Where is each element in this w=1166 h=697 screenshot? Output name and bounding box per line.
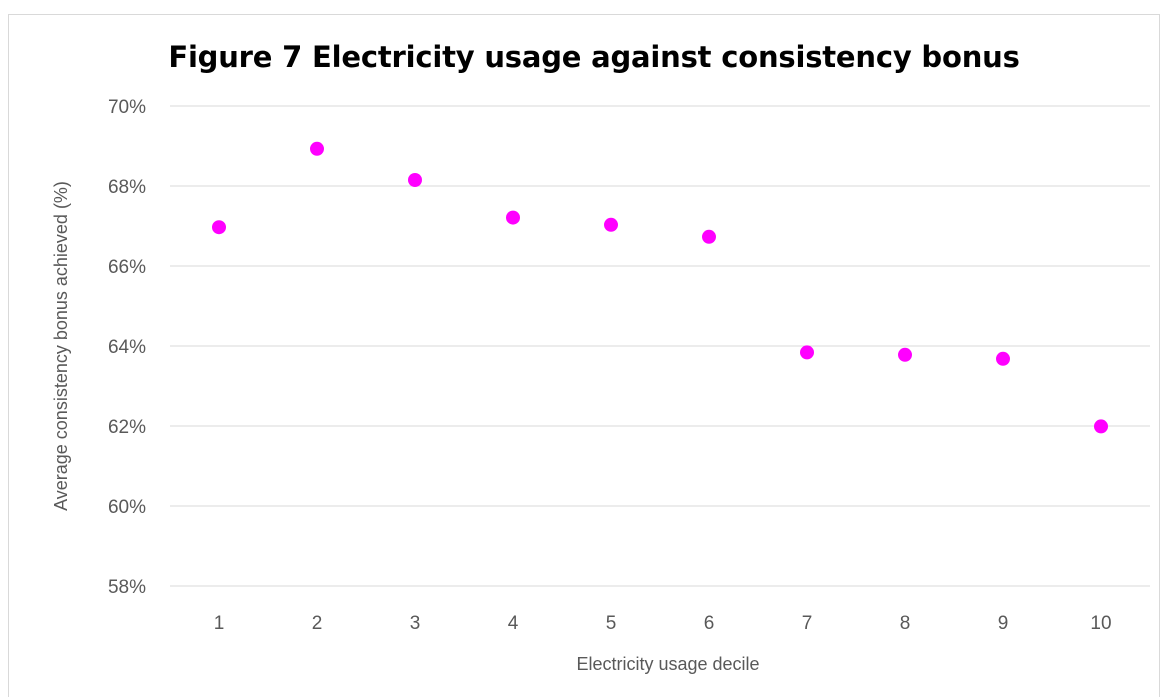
data-point — [1094, 419, 1108, 434]
x-tick-label: 1 — [214, 613, 225, 634]
x-tick-label: 7 — [802, 613, 813, 634]
y-tick-label: 66% — [108, 257, 146, 278]
y-axis-ticks: 58% 60% 62% 64% 66% 68% 70% — [108, 97, 146, 598]
x-tick-label: 4 — [508, 613, 519, 634]
data-point — [996, 351, 1010, 366]
x-tick-label: 6 — [704, 613, 715, 634]
y-tick-label: 68% — [108, 177, 146, 198]
data-points — [212, 141, 1108, 434]
data-point — [408, 173, 422, 187]
y-axis-title: Average consistency bonus achieved (%) — [51, 181, 71, 511]
chart-title: Figure 7 Electricity usage against consi… — [168, 40, 1020, 74]
x-tick-label: 3 — [410, 613, 421, 634]
data-point — [898, 347, 912, 362]
y-tick-label: 58% — [108, 577, 146, 598]
y-tick-label: 60% — [108, 497, 146, 518]
data-point — [604, 217, 618, 232]
x-tick-label: 9 — [998, 613, 1009, 634]
y-tick-label: 62% — [108, 417, 146, 438]
data-point — [506, 210, 520, 225]
x-tick-label: 10 — [1090, 613, 1111, 634]
x-tick-label: 8 — [900, 613, 911, 634]
data-point — [800, 345, 814, 360]
data-point — [212, 220, 226, 235]
x-tick-label: 5 — [606, 613, 617, 634]
data-point — [702, 229, 716, 244]
chart-frame — [8, 14, 1160, 697]
x-tick-label: 2 — [312, 613, 323, 634]
gridlines — [170, 105, 1150, 587]
x-axis-title: Electricity usage decile — [576, 654, 759, 674]
x-axis-ticks: 1 2 3 4 5 6 7 8 9 10 — [214, 613, 1112, 634]
y-tick-label: 64% — [108, 337, 146, 358]
y-tick-label: 70% — [108, 97, 146, 118]
data-point — [310, 141, 324, 156]
